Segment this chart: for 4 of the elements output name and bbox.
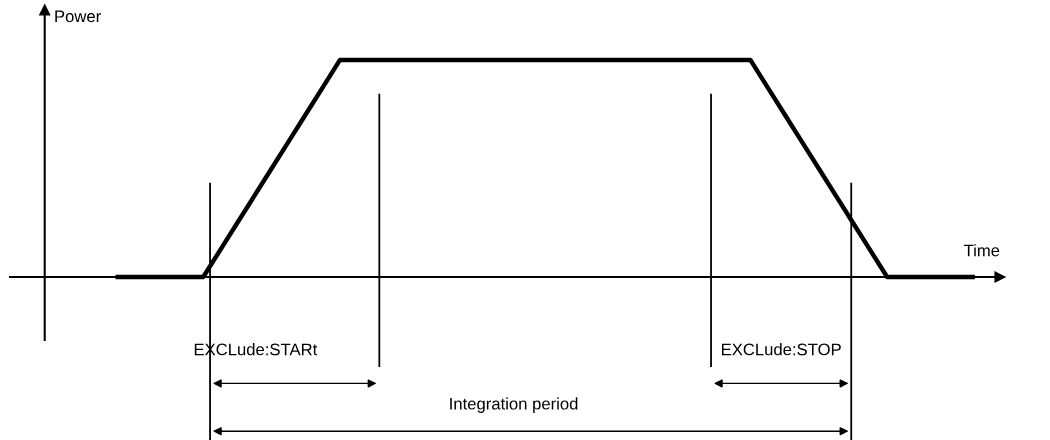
x-axis-title: Time — [963, 244, 1000, 257]
text: Integration period — [450, 397, 578, 413]
text: EXCLude:STOP — [721, 343, 841, 356]
y-axis-title: Power — [55, 10, 101, 23]
